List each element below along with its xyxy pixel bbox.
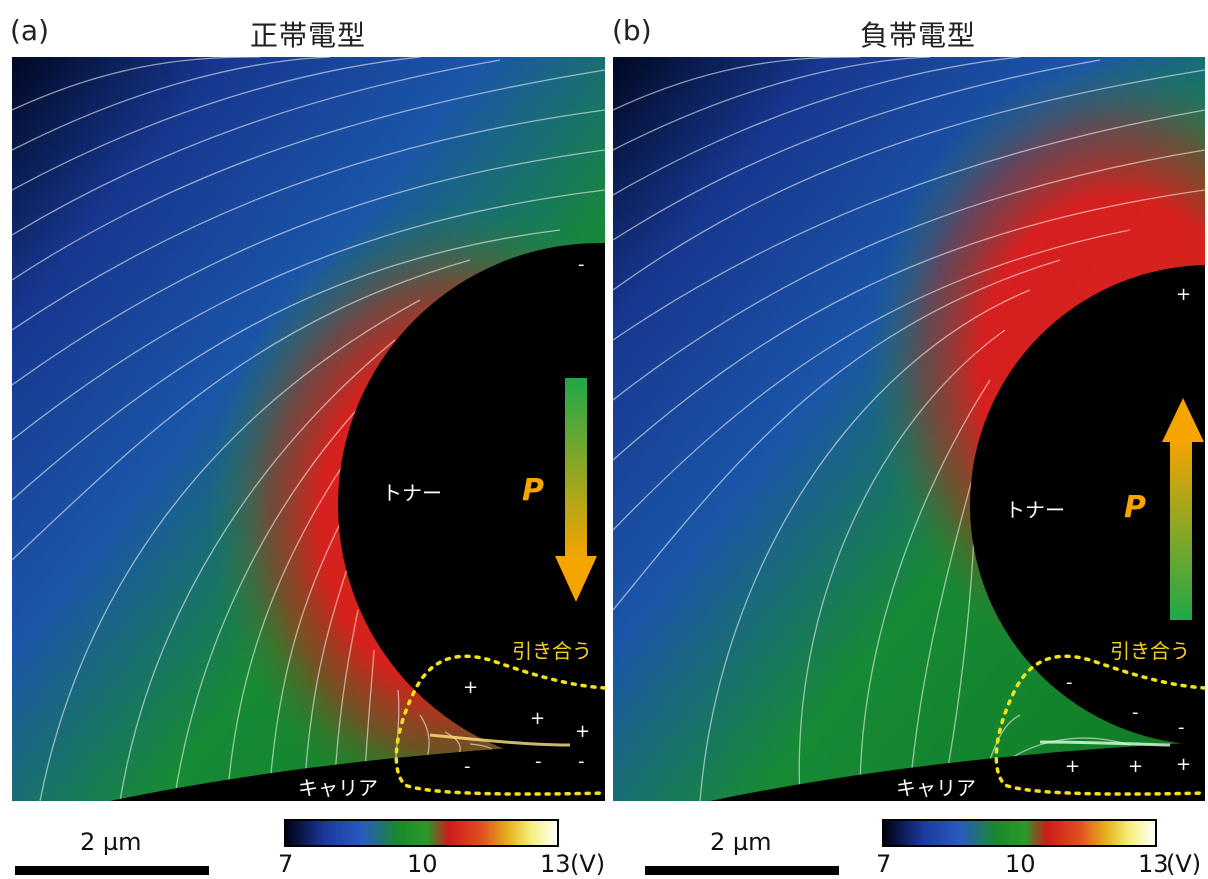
panel-a-colorbar-tick-min: 7 <box>278 850 294 878</box>
panel-b-gap-charge-top-1: - <box>1066 672 1073 693</box>
panel-b-toner-particle <box>970 265 1205 745</box>
panel-b-toner-charge: + <box>1176 284 1191 305</box>
panel-b-gap-charge-bottom-3: + <box>1176 754 1191 775</box>
panel-a-polarization-arrow-head <box>555 556 597 602</box>
panel-a-scale-label: 2 µm <box>80 828 142 856</box>
panel-a-toner-label: トナー <box>382 481 442 505</box>
panel-b-carrier-label: キャリア <box>896 776 976 800</box>
panel-a-carrier-particle <box>110 742 605 801</box>
panel-a-gap-charge-top-2: + <box>530 708 545 729</box>
panel-b-colorbar-tick-max: 13 <box>1138 850 1169 878</box>
panel-a-gap-charge-top-3: + <box>575 721 590 742</box>
panel-a-field <box>12 57 605 801</box>
panel-a-colorbar-tick-mid: 10 <box>407 850 438 878</box>
panel-b-attraction-boundary <box>994 654 1205 796</box>
panel-a-toner-particle <box>338 243 605 767</box>
panel-b-colorbar-tick-mid: 10 <box>1005 850 1036 878</box>
panel-a-attract-label: 引き合う <box>512 639 592 663</box>
panel-a-attraction-boundary <box>394 654 605 796</box>
panel-b-polarization-arrow-shaft <box>1170 440 1192 620</box>
panel-a-carrier-label: キャリア <box>298 776 378 800</box>
panel-b-polarization-label: P <box>1124 490 1146 525</box>
panel-a-gap-charge-bottom-1: - <box>464 756 471 777</box>
panel-b-gap-charge-bottom-2: + <box>1128 756 1143 777</box>
panel-a-title: 正帯電型 <box>250 19 367 52</box>
panel-b-title: 負帯電型 <box>860 19 977 52</box>
panel-a-colorbar-unit: (V) <box>570 850 606 878</box>
panel-a-gap-charge-bottom-2: - <box>535 751 542 772</box>
panel-a-equipotential-lines <box>12 57 605 801</box>
panel-b-field <box>613 57 1205 801</box>
panel-b-gap-charge-top-2: - <box>1132 702 1139 723</box>
panel-a-gap-charge-top-1: + <box>463 677 478 698</box>
panel-a-gap-charge-bottom-3: - <box>578 751 585 772</box>
panel-a-letter: (a) <box>10 14 50 47</box>
panel-b-attract-label: 引き合う <box>1110 639 1190 663</box>
panel-b-polarization-arrow-head <box>1162 398 1204 442</box>
panel-a-colorbar-tick-max: 13 <box>540 850 571 878</box>
panel-b-colorbar-tick-min: 7 <box>876 850 892 878</box>
panel-b-scale-label: 2 µm <box>710 828 772 856</box>
panel-b-scale-bar <box>645 866 839 875</box>
panel-a-polarization-arrow-shaft <box>565 378 587 558</box>
panel-b-gap-charge-top-3: - <box>1178 717 1185 738</box>
panel-b-toner-label: トナー <box>1005 498 1065 522</box>
panel-b-gap-charge-bottom-1: + <box>1065 756 1080 777</box>
panel-a-toner-charge: - <box>578 254 585 275</box>
panel-b-colorbar-unit: (V) <box>1166 850 1202 878</box>
panel-b-carrier-particle <box>710 742 1205 801</box>
panel-b-letter: (b) <box>612 14 652 47</box>
panel-a-polarization-label: P <box>522 473 544 508</box>
panel-a-scale-bar <box>15 866 209 875</box>
